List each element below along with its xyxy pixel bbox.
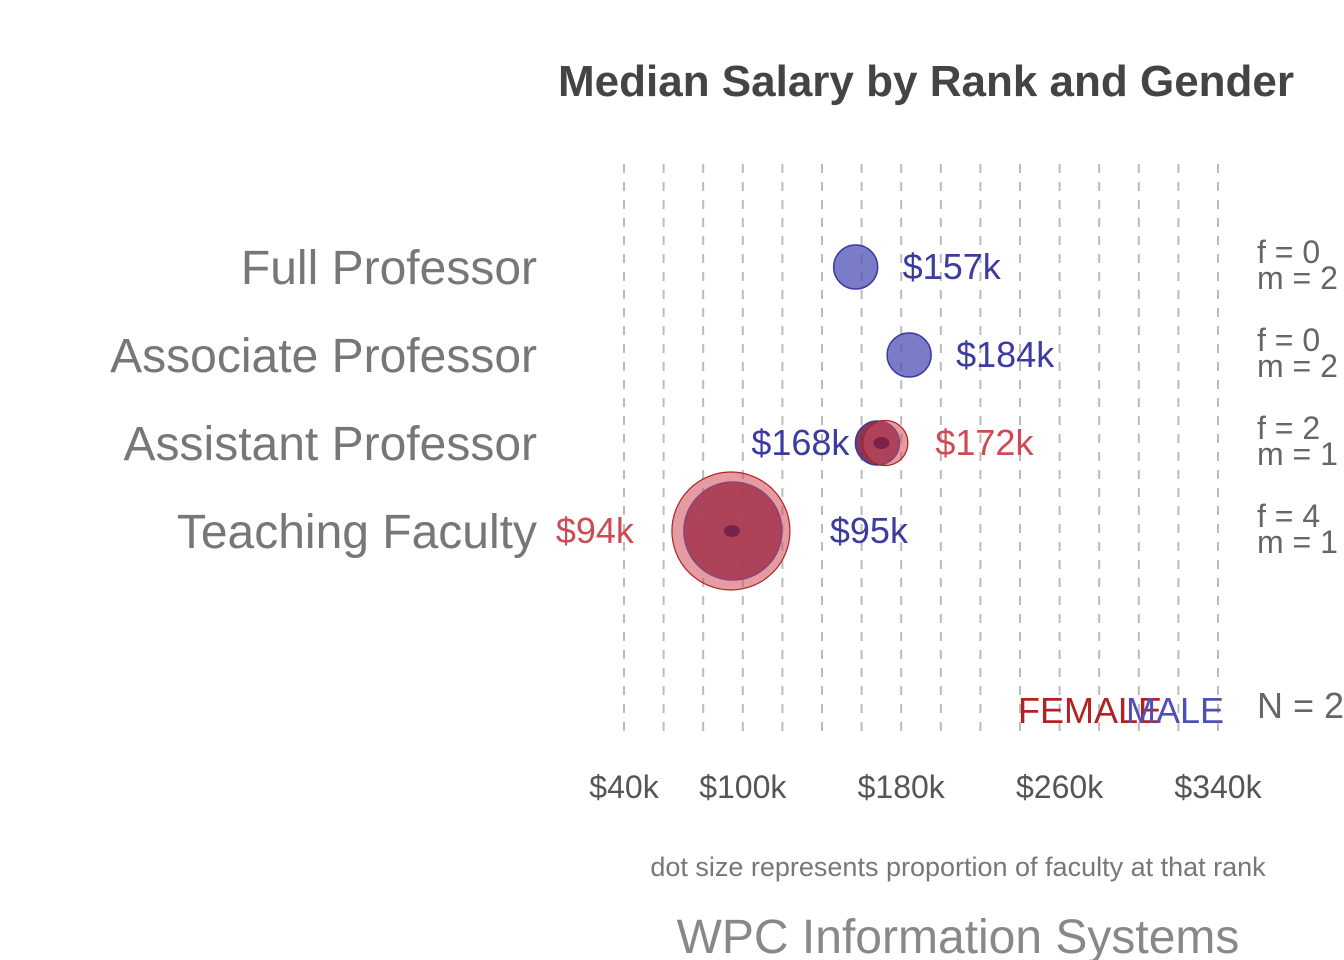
- male-count: m = 1: [1257, 436, 1338, 472]
- female-count: f = 4: [1257, 498, 1320, 534]
- male-value-label: $168k: [751, 422, 850, 463]
- value-labels: $157k $184k $168k $172k $94k $95k: [556, 246, 1055, 551]
- rank-label: Assistant Professor: [124, 418, 538, 471]
- x-tick-label: $40k: [589, 769, 659, 805]
- male-dot: [832, 244, 879, 290]
- legend-female: FEMALE: [1018, 690, 1162, 731]
- male-count: m = 2: [1257, 348, 1338, 384]
- male-value-label: $95k: [830, 510, 909, 551]
- source-label: WPC Information Systems: [677, 911, 1240, 960]
- x-tick-label: $180k: [858, 769, 946, 805]
- male-value-label: $157k: [903, 246, 1002, 287]
- male-count: m = 2: [1257, 260, 1338, 296]
- x-tick-label: $340k: [1174, 769, 1262, 805]
- count-labels: f = 0m = 2f = 0m = 2f = 2m = 1f = 4m = 1: [1257, 234, 1338, 560]
- male-value-label: $184k: [956, 334, 1055, 375]
- female-count: f = 0: [1257, 234, 1320, 270]
- male-count: m = 1: [1257, 524, 1338, 560]
- female-count: f = 2: [1257, 410, 1320, 446]
- rank-label: Teaching Faculty: [177, 506, 537, 559]
- female-count: f = 0: [1257, 322, 1320, 358]
- chart-caption: dot size represents proportion of facult…: [650, 852, 1266, 882]
- x-axis-ticks: $40k $100k $180k $260k $340k: [589, 769, 1262, 805]
- data-points: [671, 244, 932, 591]
- rank-label: Full Professor: [241, 242, 537, 295]
- overlap-marker: [723, 525, 740, 537]
- overlap-marker: [873, 437, 890, 449]
- legend-male: MALE: [1126, 690, 1224, 731]
- x-tick-label: $100k: [699, 769, 787, 805]
- chart-title: Median Salary by Rank and Gender: [558, 57, 1294, 106]
- total-count: N = 2: [1257, 685, 1344, 726]
- female-value-label: $172k: [935, 422, 1034, 463]
- gridlines: [623, 164, 1219, 732]
- rank-label: Associate Professor: [110, 330, 537, 383]
- rank-labels: Full Professor Associate Professor Assista…: [110, 242, 537, 559]
- legend: FEMALE MALE N = 2: [1018, 685, 1344, 731]
- male-dot: [886, 332, 932, 378]
- x-tick-label: $260k: [1016, 769, 1104, 805]
- female-value-label: $94k: [556, 510, 635, 551]
